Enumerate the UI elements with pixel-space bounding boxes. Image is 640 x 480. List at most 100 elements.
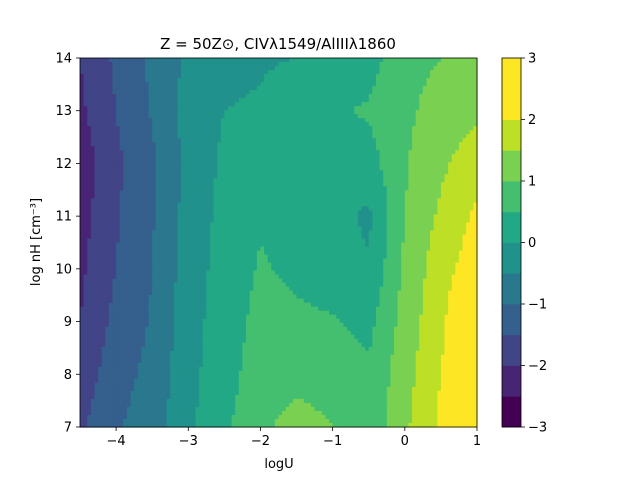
contour-cell xyxy=(83,150,88,155)
contour-cell xyxy=(357,194,363,199)
contour-cell xyxy=(126,214,132,220)
contour-cell xyxy=(137,198,142,203)
contour-cell xyxy=(274,94,280,99)
contour-cell xyxy=(119,74,124,79)
contour-cell xyxy=(274,102,280,107)
contour-cell xyxy=(137,166,142,171)
contour-cell xyxy=(419,174,424,179)
contour-cell xyxy=(379,102,384,107)
contour-cell xyxy=(144,66,150,71)
contour-cell xyxy=(455,170,460,175)
contour-cell xyxy=(235,74,240,79)
contour-cell xyxy=(271,218,276,224)
contour-cell xyxy=(134,134,139,139)
contour-cell xyxy=(126,74,132,79)
contour-cell xyxy=(159,82,164,87)
contour-cell xyxy=(242,230,247,236)
contour-cell xyxy=(199,78,204,83)
contour-cell xyxy=(375,70,381,75)
contour-cell xyxy=(173,94,179,99)
contour-cell xyxy=(181,142,186,147)
contour-cell xyxy=(401,198,406,203)
contour-cell xyxy=(238,126,244,131)
contour-cell xyxy=(134,142,139,147)
contour-cell xyxy=(397,158,402,163)
contour-cell xyxy=(83,74,88,79)
contour-cell xyxy=(188,182,193,187)
contour-cell xyxy=(408,146,413,151)
contour-cell xyxy=(184,118,189,123)
contour-cell xyxy=(282,198,287,203)
contour-cell xyxy=(365,70,370,75)
contour-cell xyxy=(206,62,211,67)
contour-cell xyxy=(166,142,171,147)
contour-cell xyxy=(260,226,265,232)
contour-cell xyxy=(462,94,467,99)
contour-cell xyxy=(397,194,402,199)
contour-cell xyxy=(401,178,406,183)
contour-cell xyxy=(108,182,114,187)
contour-cell xyxy=(285,98,290,103)
contour-cell xyxy=(209,170,215,175)
contour-cell xyxy=(415,154,420,159)
contour-cell xyxy=(440,94,446,99)
contour-cell xyxy=(130,150,135,155)
contour-cell xyxy=(401,222,406,228)
contour-cell xyxy=(357,206,363,212)
contour-cell xyxy=(289,86,294,91)
contour-cell xyxy=(433,142,438,147)
contour-cell xyxy=(267,170,272,175)
contour-cell xyxy=(321,162,327,167)
contour-cell xyxy=(224,166,229,171)
contour-cell xyxy=(144,126,150,131)
contour-cell xyxy=(375,226,381,232)
contour-cell xyxy=(159,186,164,191)
chart-title: Z = 50Z⊙, CIVλ1549/AlIIIλ1860 xyxy=(160,35,396,53)
contour-cell xyxy=(433,166,438,171)
contour-cell xyxy=(285,110,290,115)
contour-cell xyxy=(329,182,334,187)
contour-cell xyxy=(314,106,319,111)
contour-cell xyxy=(166,218,171,224)
contour-cell xyxy=(289,94,294,99)
contour-cell xyxy=(321,82,327,87)
contour-cell xyxy=(357,74,363,79)
contour-cell xyxy=(181,174,186,179)
contour-cell xyxy=(310,154,316,159)
contour-cell xyxy=(303,74,308,79)
contour-cell xyxy=(444,94,449,99)
contour-cell xyxy=(83,186,88,191)
contour-cell xyxy=(123,122,128,127)
contour-cell xyxy=(235,178,240,183)
contour-cell xyxy=(271,118,276,123)
contour-cell xyxy=(430,178,435,183)
contour-cell xyxy=(83,114,88,119)
contour-cell xyxy=(393,126,399,131)
contour-cell xyxy=(206,210,211,216)
contour-cell xyxy=(375,130,381,135)
contour-cell xyxy=(408,138,413,143)
contour-cell xyxy=(123,70,128,75)
contour-cell xyxy=(87,178,92,183)
contour-cell xyxy=(90,74,96,79)
contour-cell xyxy=(361,82,366,87)
contour-cell xyxy=(462,154,467,159)
contour-cell xyxy=(404,154,410,159)
contour-cell xyxy=(260,58,265,63)
contour-cell xyxy=(321,78,327,83)
contour-cell xyxy=(437,198,442,203)
contour-cell xyxy=(274,114,280,119)
contour-cell xyxy=(433,86,438,91)
contour-cell xyxy=(141,82,146,87)
contour-cell xyxy=(437,234,442,240)
contour-cell xyxy=(466,130,471,135)
contour-cell xyxy=(144,78,150,83)
contour-cell xyxy=(231,170,236,175)
contour-cell xyxy=(372,210,377,216)
contour-cell xyxy=(199,114,204,119)
contour-cell xyxy=(307,146,312,151)
contour-cell xyxy=(224,178,229,183)
contour-cell xyxy=(264,58,269,63)
contour-cell xyxy=(357,146,363,151)
contour-cell xyxy=(227,182,233,187)
